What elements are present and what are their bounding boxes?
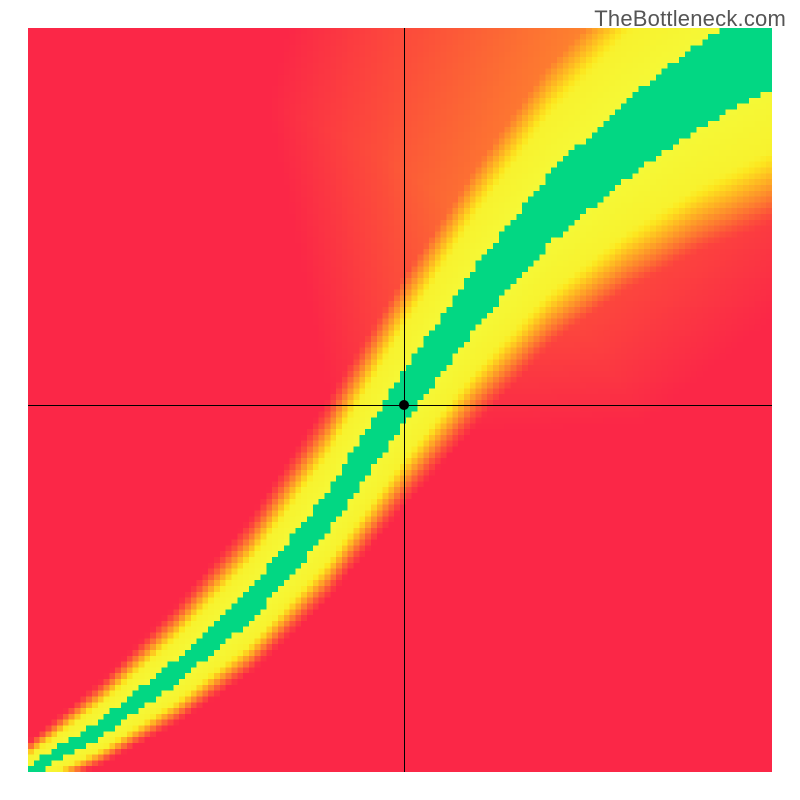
watermark-label: TheBottleneck.com [594, 6, 786, 32]
chart-container: TheBottleneck.com [0, 0, 800, 800]
heatmap-canvas [28, 28, 772, 772]
heatmap-plot [28, 28, 772, 772]
crosshair-point-marker [399, 400, 409, 410]
